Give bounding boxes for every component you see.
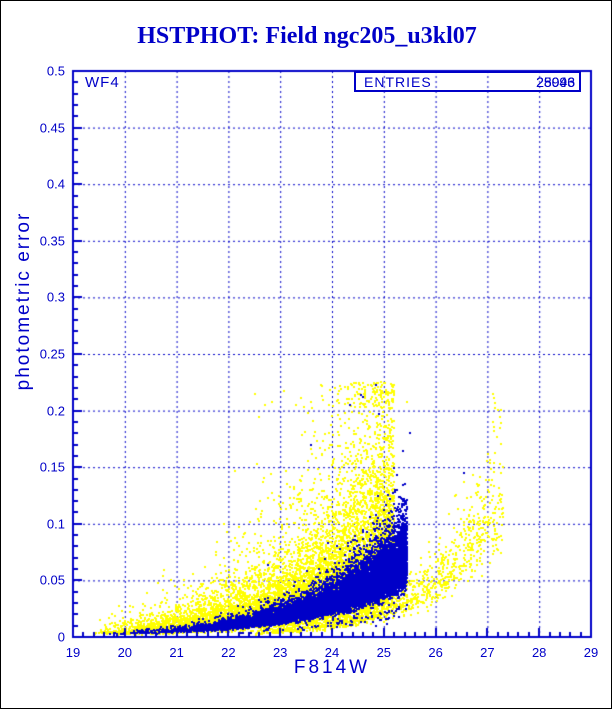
y-tick-label: 0.3 bbox=[46, 289, 65, 305]
stats-entries-value-2: 25043 bbox=[536, 74, 575, 90]
y-tick-label: 0.1 bbox=[46, 516, 65, 532]
y-tick-label: 0.25 bbox=[39, 346, 65, 362]
x-tick-label: 29 bbox=[583, 645, 599, 660]
x-tick-label: 22 bbox=[221, 645, 236, 660]
y-tick-label: 0.2 bbox=[46, 403, 65, 419]
x-tick-label: 24 bbox=[324, 645, 340, 660]
y-tick-label: 0.45 bbox=[39, 120, 65, 136]
x-tick-label: 25 bbox=[376, 645, 392, 660]
y-tick-label: 0.35 bbox=[39, 233, 65, 249]
y-tick-label: 0.4 bbox=[46, 176, 65, 192]
x-tick-label: 19 bbox=[65, 645, 81, 660]
x-tick-label: 26 bbox=[428, 645, 443, 660]
stats-entries-label: ENTRIES bbox=[364, 74, 432, 90]
y-tick-label: 0.5 bbox=[46, 63, 65, 79]
stats-box: ENTRIES 28996 25043 bbox=[354, 71, 581, 92]
detector-label: WF4 bbox=[85, 74, 120, 91]
stats-entries-value-1: 28996 bbox=[536, 74, 575, 90]
x-tick-label: 27 bbox=[480, 645, 495, 660]
x-tick-label: 20 bbox=[117, 645, 133, 660]
y-tick-label: 0 bbox=[57, 629, 65, 645]
x-tick-label: 28 bbox=[531, 645, 547, 660]
x-axis-title: F814W bbox=[293, 657, 371, 678]
y-tick-label: 0.05 bbox=[39, 572, 65, 588]
y-tick-label: 0.15 bbox=[39, 459, 65, 475]
x-tick-label: 21 bbox=[169, 645, 184, 660]
x-tick-label: 23 bbox=[272, 645, 288, 660]
page-title: HSTPHOT: Field ngc205_u3kl07 bbox=[137, 23, 477, 49]
